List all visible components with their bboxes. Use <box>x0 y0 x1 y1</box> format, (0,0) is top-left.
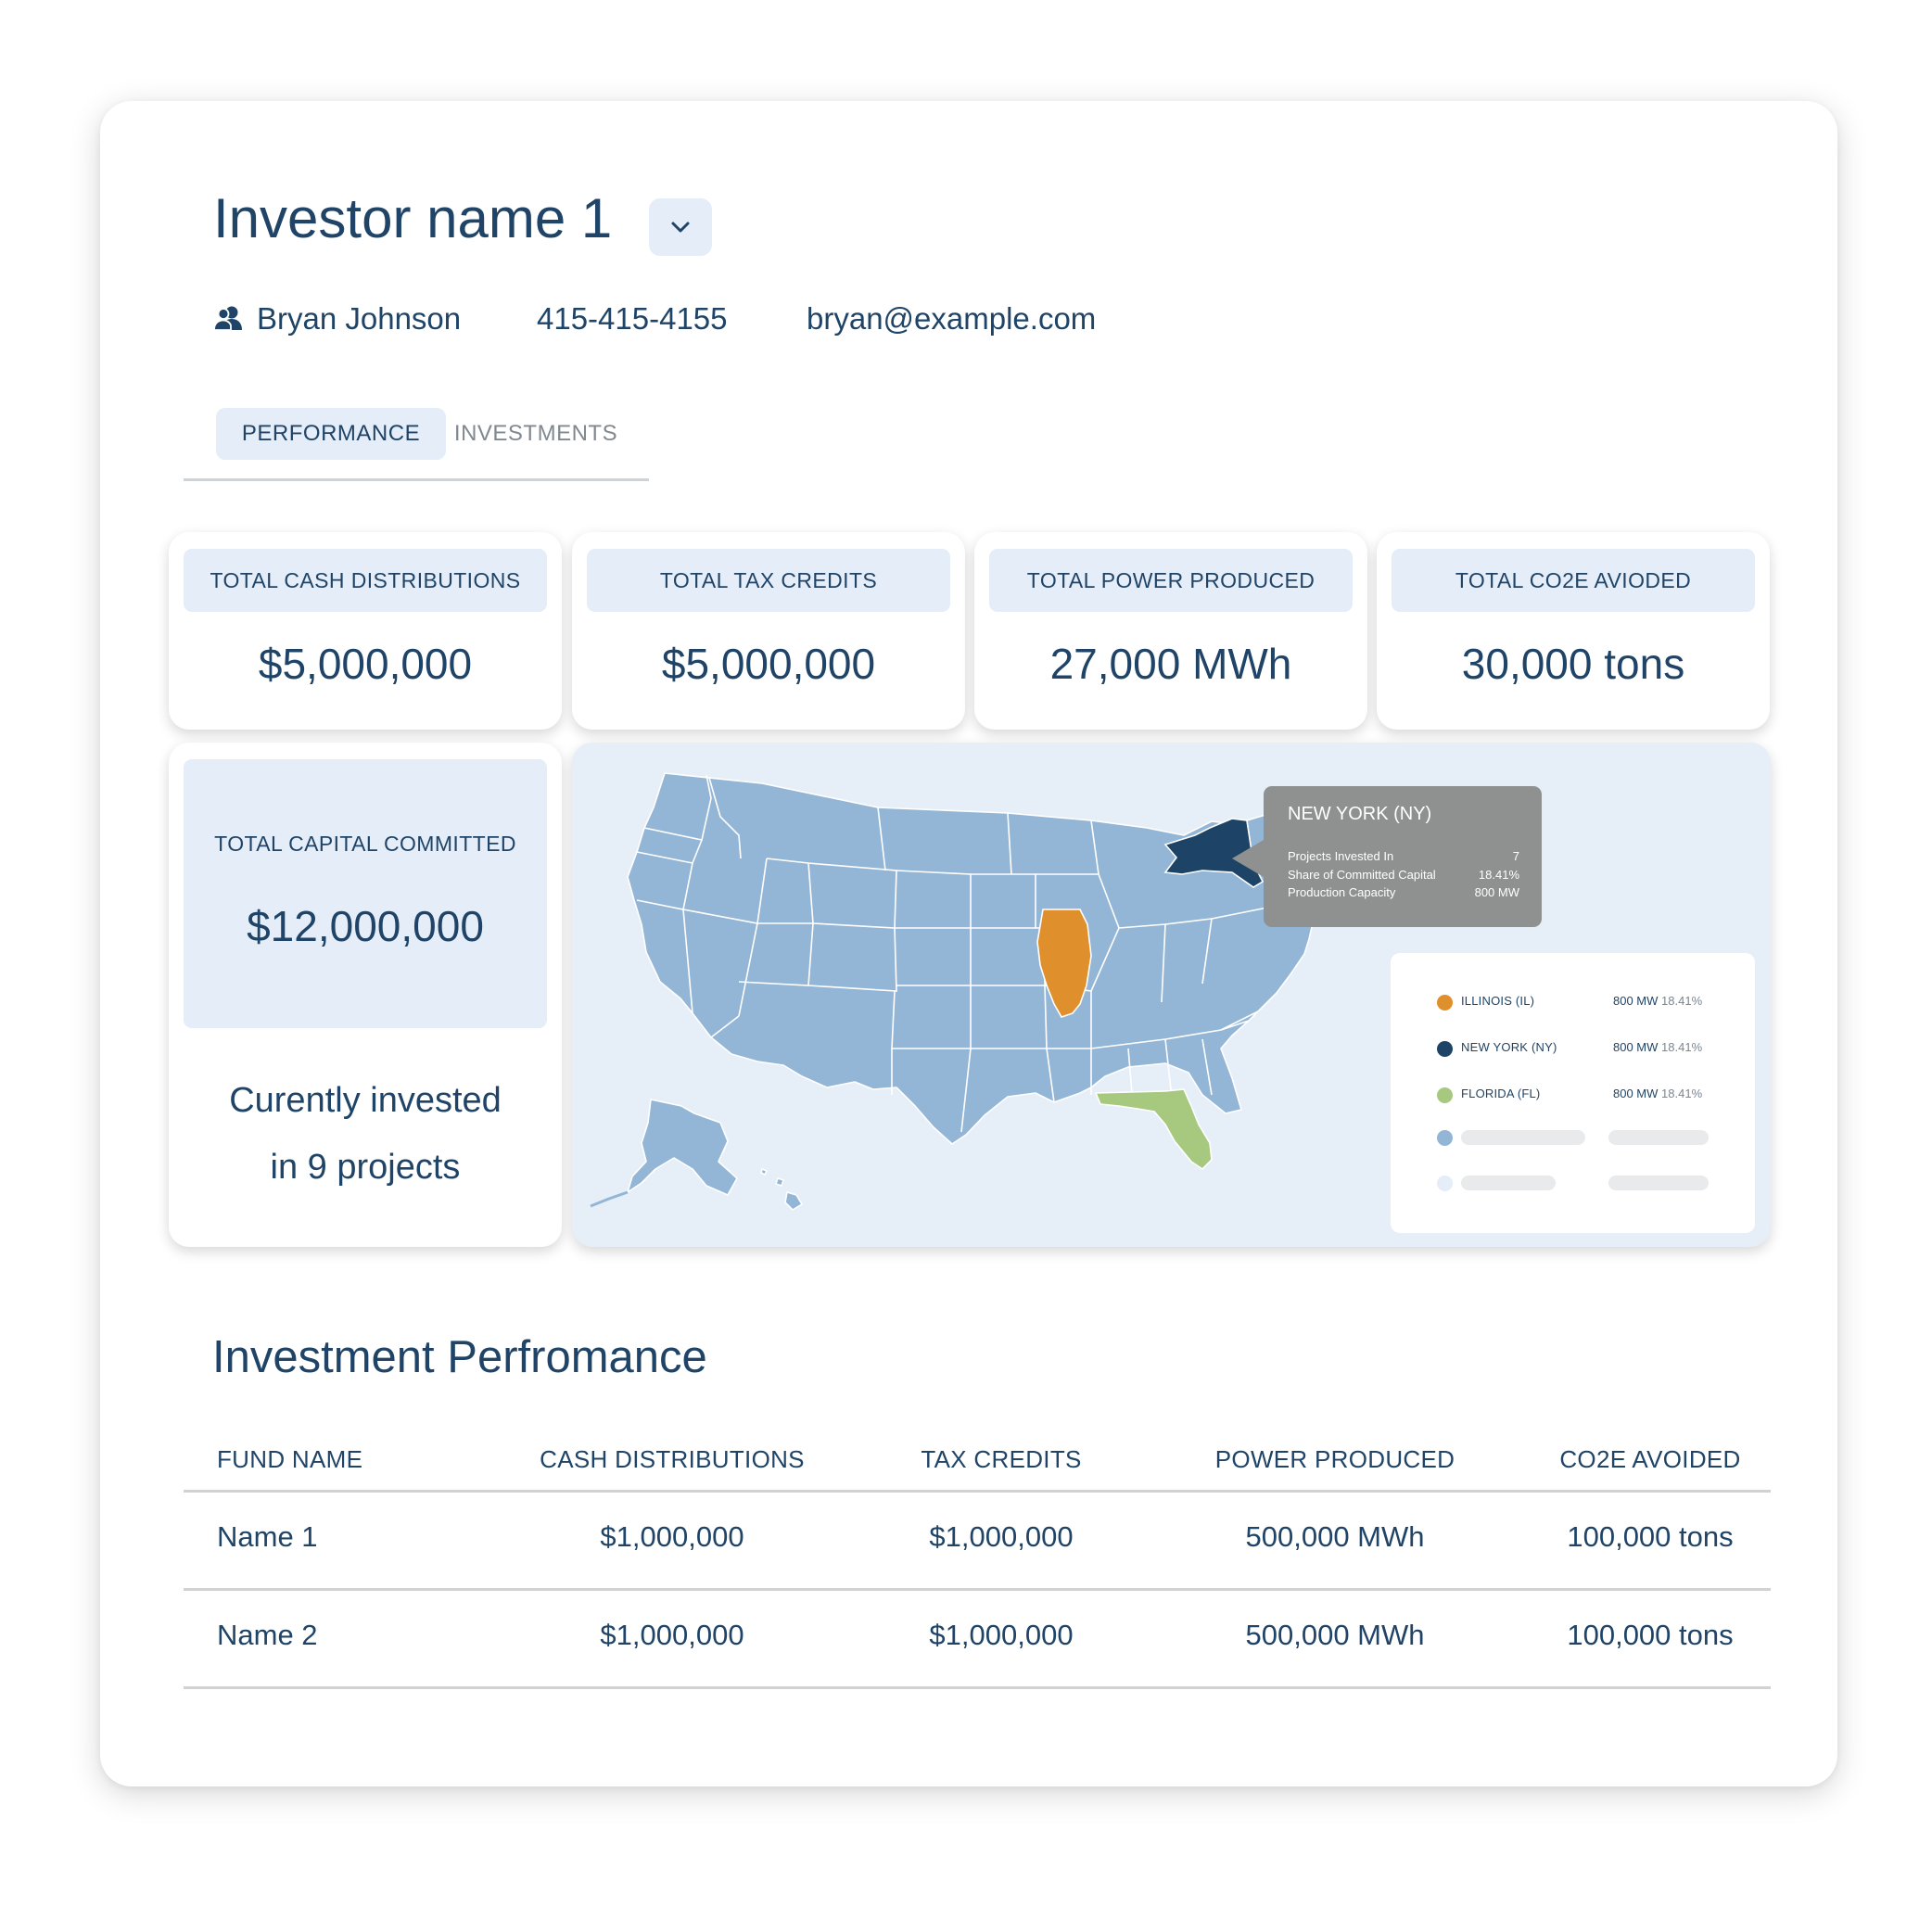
capital-committed-panel: TOTAL CAPITAL COMMITTED $12,000,000 <box>184 759 547 1028</box>
table-cell-fund-name[interactable]: Name 2 <box>217 1619 318 1651</box>
investment-performance-title: Investment Perfromance <box>212 1332 707 1382</box>
legend-mw: 800 MW <box>1613 1040 1659 1054</box>
legend-mw: 800 MW <box>1613 994 1659 1008</box>
capital-committed-card: TOTAL CAPITAL COMMITTED $12,000,000 Cure… <box>169 743 562 1247</box>
legend-mw: 800 MW <box>1613 1087 1659 1100</box>
state-florida[interactable] <box>1094 1088 1213 1171</box>
table-cell-power-produced: 500,000 MWh <box>1245 1520 1425 1553</box>
kpi-card-power-produced: TOTAL POWER PRODUCED 27,000 MWh <box>974 532 1367 730</box>
investor-title: Investor name 1 <box>213 187 613 249</box>
map-legend: ILLINOIS (IL) 800 MW 18.41% NEW YORK (NY… <box>1391 953 1755 1233</box>
legend-placeholder-bar <box>1608 1176 1709 1190</box>
contact-email[interactable]: bryan@example.com <box>807 301 1097 336</box>
tooltip-row: Projects Invested In 7 <box>1288 847 1519 865</box>
kpi-value: $5,000,000 <box>661 640 876 688</box>
chevron-down-icon <box>671 222 690 233</box>
kpi-value: 30,000 tons <box>1461 640 1685 688</box>
tooltip-row-value: 800 MW <box>1474 885 1519 899</box>
kpi-label: TOTAL POWER PRODUCED <box>989 549 1353 612</box>
alaska-island-chain <box>590 1190 629 1208</box>
us-map[interactable] <box>572 743 1771 1247</box>
state-borders-east <box>1090 899 1305 1107</box>
legend-dot-new-york <box>1437 1041 1453 1057</box>
table-cell-tax-credits: $1,000,000 <box>929 1520 1074 1553</box>
tooltip-title: NEW YORK (NY) <box>1288 804 1432 824</box>
legend-pct: 18.41% <box>1661 1040 1703 1054</box>
contact-name: Bryan Johnson <box>257 301 462 336</box>
tooltip-row-label: Projects Invested In <box>1288 849 1394 863</box>
kpi-label: TOTAL TAX CREDITS <box>587 549 950 612</box>
legend-placeholder-bar <box>1461 1176 1556 1190</box>
tooltip-row-value: 7 <box>1512 849 1519 863</box>
us-map-card: NEW YORK (NY) Projects Invested In 7 Sha… <box>572 743 1771 1247</box>
tab-investments[interactable]: INVESTMENTS <box>453 421 618 446</box>
kpi-label: TOTAL CASH DISTRIBUTIONS <box>184 549 547 612</box>
legend-dot-placeholder <box>1437 1176 1453 1191</box>
tooltip-row: Production Capacity 800 MW <box>1288 883 1519 901</box>
table-cell-cash-distributions: $1,000,000 <box>600 1520 744 1553</box>
kpi-card-cash-distributions: TOTAL CASH DISTRIBUTIONS $5,000,000 <box>169 532 562 730</box>
kpi-value: 27,000 MWh <box>1049 640 1292 688</box>
legend-name-florida[interactable]: FLORIDA (FL) <box>1461 1087 1541 1100</box>
projects-count-text: Curently invested in 9 projects <box>169 1067 562 1201</box>
table-cell-co2e-avoided: 100,000 tons <box>1567 1520 1734 1553</box>
table-header-fund-name: FUND NAME <box>217 1445 363 1473</box>
tooltip-row: Share of Committed Capital 18.41% <box>1288 866 1519 883</box>
tab-performance[interactable]: PERFORMANCE <box>216 408 446 460</box>
legend-pct: 18.41% <box>1661 994 1703 1008</box>
alaska-shape[interactable] <box>627 1099 738 1196</box>
investor-dropdown-button[interactable] <box>649 198 712 256</box>
table-header-power-produced: POWER PRODUCED <box>1214 1445 1455 1473</box>
table-row-divider <box>184 1686 1771 1689</box>
table-cell-co2e-avoided: 100,000 tons <box>1567 1619 1734 1651</box>
state-tooltip: NEW YORK (NY) Projects Invested In 7 Sha… <box>1232 786 1542 927</box>
contact-phone[interactable]: 415-415-4155 <box>537 301 728 336</box>
legend-name-new-york[interactable]: NEW YORK (NY) <box>1461 1040 1557 1054</box>
kpi-value: $5,000,000 <box>258 640 473 688</box>
table-header-co2e-avoided: CO2E AVOIDED <box>1559 1445 1741 1473</box>
tooltip-row-label: Share of Committed Capital <box>1288 868 1436 882</box>
kpi-label: TOTAL CO2E AVIODED <box>1392 549 1755 612</box>
capital-committed-value: $12,000,000 <box>247 902 484 950</box>
legend-dot-florida <box>1437 1087 1453 1103</box>
projects-line-2: in 9 projects <box>270 1148 461 1187</box>
state-illinois[interactable] <box>1036 909 1092 1018</box>
capital-committed-label: TOTAL CAPITAL COMMITTED <box>214 832 516 856</box>
state-borders-north <box>708 777 1120 992</box>
legend-placeholder-bar <box>1608 1130 1709 1145</box>
tooltip-row-label: Production Capacity <box>1288 885 1396 899</box>
kpi-card-tax-credits: TOTAL TAX CREDITS $5,000,000 <box>572 532 965 730</box>
tooltip-row-value: 18.41% <box>1478 868 1519 882</box>
table-cell-cash-distributions: $1,000,000 <box>600 1619 744 1651</box>
legend-pct: 18.41% <box>1661 1087 1703 1100</box>
projects-line-1: Curently invested <box>229 1081 502 1120</box>
legend-dot-placeholder <box>1437 1130 1453 1146</box>
legend-value-illinois: 800 MW 18.41% <box>1613 993 1702 1010</box>
legend-placeholder-bar <box>1461 1130 1585 1145</box>
kpi-card-co2e-avoided: TOTAL CO2E AVIODED 30,000 tons <box>1377 532 1770 730</box>
tab-underline <box>184 478 649 481</box>
state-borders-south <box>891 1048 1092 1133</box>
hawaii-island-3[interactable] <box>760 1168 768 1176</box>
legend-dot-illinois <box>1437 995 1453 1010</box>
table-row-divider <box>184 1588 1771 1591</box>
table-cell-fund-name[interactable]: Name 1 <box>217 1520 318 1553</box>
legend-name-illinois[interactable]: ILLINOIS (IL) <box>1461 994 1535 1008</box>
table-header-cash-distributions: CASH DISTRIBUTIONS <box>540 1445 805 1473</box>
table-cell-power-produced: 500,000 MWh <box>1245 1619 1425 1651</box>
table-header-tax-credits: TAX CREDITS <box>921 1445 1082 1473</box>
hawaii-island-1[interactable] <box>784 1191 803 1211</box>
contact-person-icon <box>213 306 242 331</box>
table-header-divider <box>184 1490 1771 1493</box>
tooltip-arrow <box>1232 840 1264 877</box>
hawaii-island-2[interactable] <box>775 1177 784 1187</box>
table-cell-tax-credits: $1,000,000 <box>929 1619 1074 1651</box>
legend-value-florida: 800 MW 18.41% <box>1613 1086 1702 1102</box>
legend-value-new-york: 800 MW 18.41% <box>1613 1039 1702 1056</box>
